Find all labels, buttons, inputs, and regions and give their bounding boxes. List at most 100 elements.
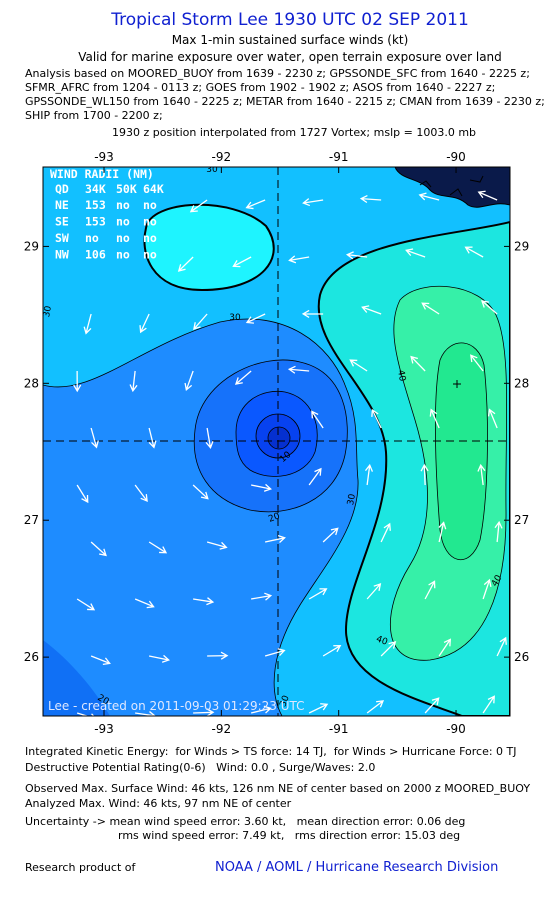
radii-header: QD <box>55 182 69 196</box>
wind-arrow <box>424 697 440 714</box>
research-label: Research product of <box>25 861 136 874</box>
wind-arrow <box>421 302 440 315</box>
wind-arrow <box>470 354 484 372</box>
wind-arrow <box>148 541 168 554</box>
wind-arrow <box>134 484 148 503</box>
radii-cell: 106 <box>85 248 106 262</box>
wind-arrow <box>438 521 447 543</box>
wind-arrow <box>234 370 252 385</box>
wind-arrow <box>359 194 382 204</box>
wind-arrow <box>90 655 111 666</box>
wind-arrow <box>308 703 329 714</box>
lon-tick-label: -93 <box>94 150 114 164</box>
wind-vectors <box>73 190 507 716</box>
wind-arrow <box>193 708 215 716</box>
wind-arrow <box>494 520 503 543</box>
analysis-line: SFMR_AFRC from 1204 - 0113 z; GOES from … <box>25 81 495 94</box>
wind-arrow <box>477 190 498 201</box>
coastline-detail <box>419 175 484 197</box>
lon-tick-label: -91 <box>329 150 349 164</box>
radii-cell: no <box>143 215 157 229</box>
lon-tick-label: -92 <box>212 150 232 164</box>
wind-arrow <box>418 192 440 201</box>
wind-arrow <box>477 463 486 486</box>
lat-tick-label: 29 <box>514 239 529 253</box>
wind-arrow <box>438 638 452 657</box>
wind-arrow <box>134 598 155 609</box>
radii-cell: NE <box>55 198 69 212</box>
wind-arrow <box>193 597 215 606</box>
lat-tick-label: 26 <box>514 650 529 664</box>
radii-cell: no <box>116 248 130 262</box>
contour-label: 30 <box>42 305 54 318</box>
radii-cell: SW <box>55 231 69 245</box>
wind-arrow <box>193 313 208 330</box>
radii-header: 34K <box>85 182 106 196</box>
wind-arrow <box>139 313 150 334</box>
wind-arrow <box>482 578 492 600</box>
wind-max <box>434 342 488 560</box>
map-credit: Lee - created on 2011-09-03 01:29:23 UTC <box>48 699 305 713</box>
radii-title: WIND RADII (NM) <box>50 167 154 181</box>
radii-header: 64K <box>143 182 164 196</box>
contour-label: 40 <box>375 634 389 647</box>
footer-line: Destructive Potential Rating(0-6) Wind: … <box>25 761 375 774</box>
wind-arrow <box>250 705 272 714</box>
wind-arrow <box>364 463 374 486</box>
wind-core <box>267 426 291 450</box>
wind-arrow <box>308 588 328 600</box>
coastline <box>394 167 510 208</box>
wind-arrow <box>487 408 498 429</box>
wind-below-20 <box>43 640 110 716</box>
wind-arrow <box>302 198 324 207</box>
wind-arrow <box>301 309 324 318</box>
contour-label: 30 <box>278 694 291 708</box>
wind-arrow <box>264 535 286 543</box>
wind-arrow <box>482 695 495 714</box>
wind-arrow <box>232 256 252 268</box>
footer-line: Observed Max. Surface Wind: 46 kts, 126 … <box>25 782 530 795</box>
wind-arrow <box>148 427 157 449</box>
wind-arrow <box>76 598 96 611</box>
wind-arrow <box>90 427 99 449</box>
lat-tick-label: 26 <box>24 650 39 664</box>
radii-cell: 153 <box>85 215 106 229</box>
wind-arrow <box>83 313 92 335</box>
footer-line: rms wind speed error: 7.49 kt, rms direc… <box>118 829 460 842</box>
wind-arrow <box>148 654 170 663</box>
lat-tick-label: 29 <box>24 239 39 253</box>
wind-arrow <box>349 359 368 372</box>
footer-line: Uncertainty -> mean wind speed error: 3.… <box>25 815 465 828</box>
contour-label: 40 <box>395 369 407 382</box>
wind-arrow <box>287 365 310 374</box>
wind-arrow <box>366 700 385 714</box>
wind-arrow <box>366 583 382 600</box>
subtitle: Max 1-min sustained surface winds (kt) <box>172 33 409 47</box>
analysis-line: Analysis based on MOORED_BUOY from 1639 … <box>25 67 530 80</box>
organization[interactable]: NOAA / AOML / Hurricane Research Divisio… <box>215 860 498 875</box>
wind-arrow <box>380 640 397 657</box>
wind-arrow <box>192 484 209 500</box>
wind-arrow <box>322 527 339 543</box>
analysis-line: GPSSONDE_WL150 from 1640 - 2225 z; METAR… <box>25 95 545 108</box>
validity: Valid for marine exposure over water, op… <box>78 50 502 64</box>
radii-cell: no <box>85 231 99 245</box>
wind-arrow <box>129 370 138 393</box>
lon-tick-label: -93 <box>94 722 114 736</box>
wind-arrow <box>308 467 322 486</box>
contour-label: 30 <box>346 493 358 506</box>
wind-arrow <box>361 305 382 315</box>
wind-arrow <box>251 592 273 601</box>
axes: -93 -93 -92 -92 -91 -91 -90 -90 26 26 27 27 28 28 29 29 <box>24 150 530 736</box>
wind-arrow <box>90 541 107 557</box>
title: Tropical Storm Lee 1930 UTC 02 SEP 2011 <box>110 10 469 30</box>
lon-tick-label: -91 <box>329 722 349 736</box>
radii-cell: no <box>143 248 157 262</box>
lat-tick-label: 27 <box>514 513 529 527</box>
wind-arrow <box>73 370 82 393</box>
position-note: 1930 z position interpolated from 1727 V… <box>112 126 476 139</box>
